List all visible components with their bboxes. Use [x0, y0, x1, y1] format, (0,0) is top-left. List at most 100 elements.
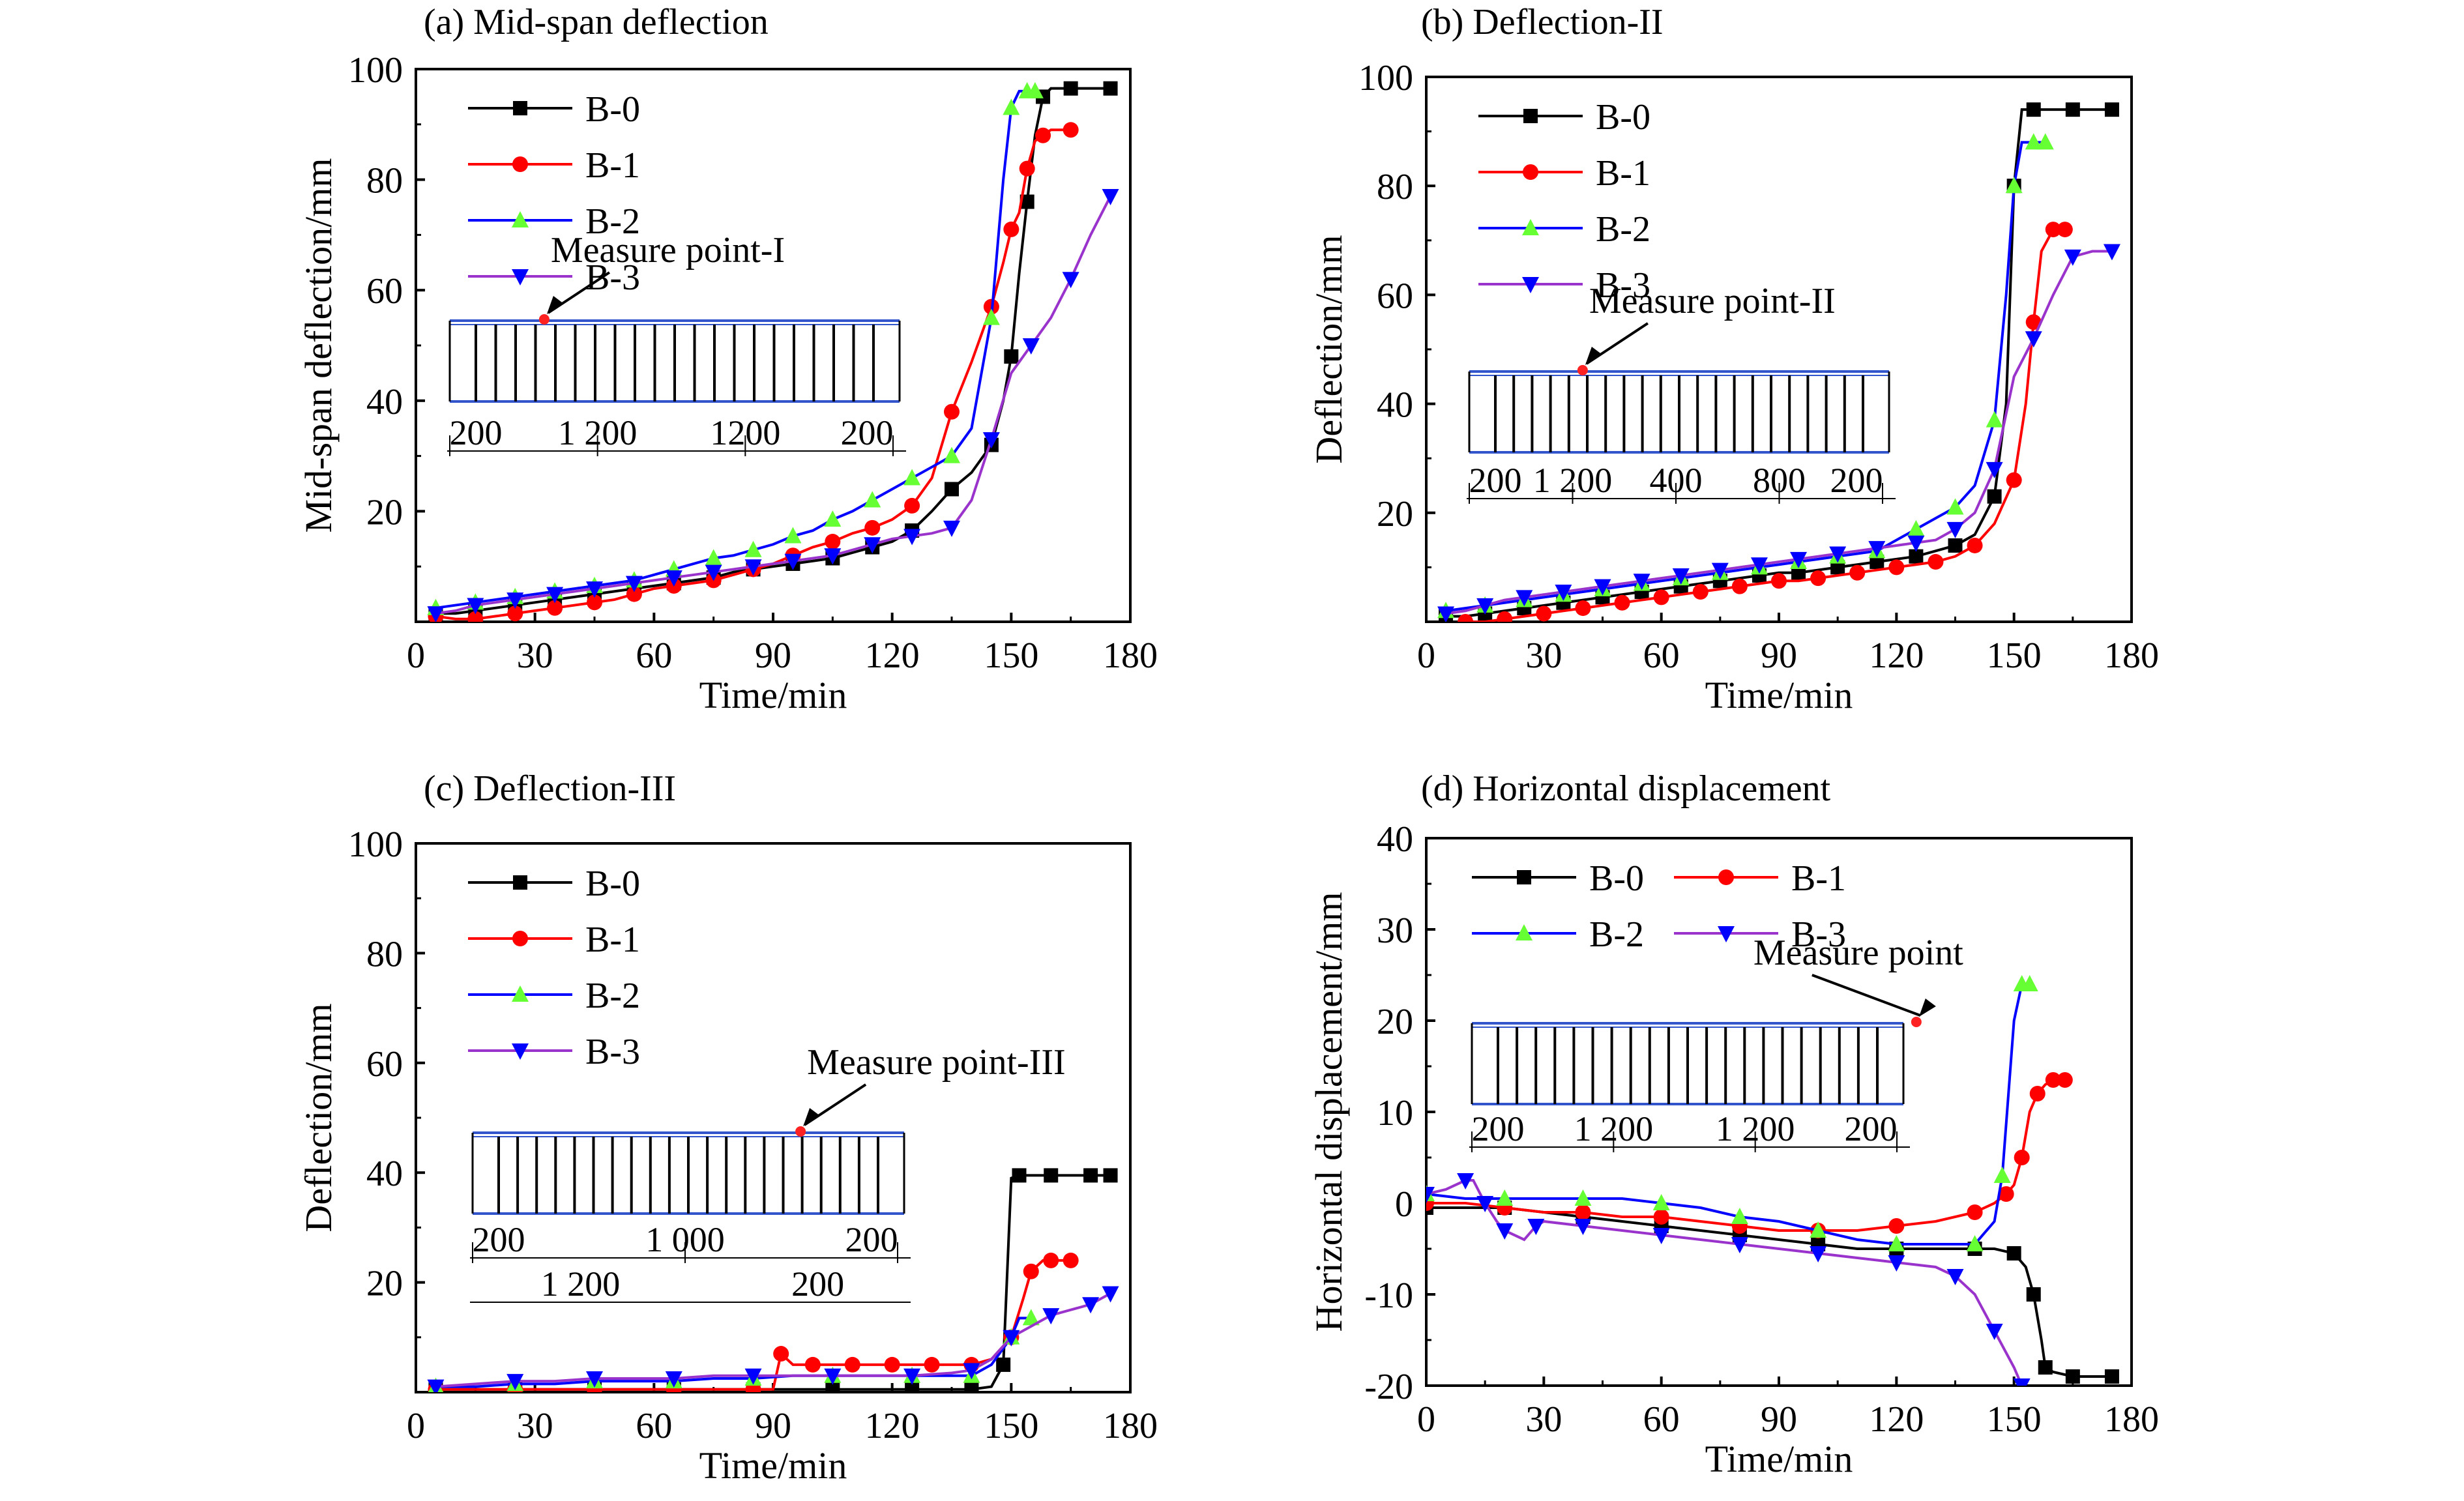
data-point [1810, 1246, 1827, 1262]
data-point [1536, 605, 1552, 622]
y-tick-label: -10 [1364, 1275, 1413, 1316]
data-point [2038, 1360, 2053, 1375]
legend-entry: B-2 [585, 976, 640, 1016]
data-point [1771, 573, 1787, 589]
dimension-label: 1 200 [1716, 1109, 1795, 1148]
y-axis-label: Deflection/mm [297, 1003, 340, 1232]
dimension-label: 400 [1650, 461, 1703, 500]
x-tick-label: 0 [407, 1406, 425, 1446]
x-axis-label: Time/min [1705, 674, 1853, 716]
data-point [844, 1356, 860, 1373]
y-tick-label: 20 [1377, 1002, 1413, 1042]
data-point [924, 1356, 940, 1373]
series-line [1445, 250, 2112, 615]
x-tick-label: 30 [517, 1406, 553, 1446]
plot-frame [415, 842, 1132, 1393]
data-point [625, 576, 643, 592]
data-point [1849, 564, 1866, 581]
data-point [1457, 1173, 1474, 1189]
y-tick-label: 10 [1377, 1093, 1413, 1133]
data-point [1946, 1269, 1964, 1285]
dimension-label: 1 000 [645, 1220, 725, 1259]
data-point [1652, 1228, 1670, 1244]
data-point [1986, 461, 2003, 478]
dimension-label: 200 [1469, 461, 1522, 500]
y-tick-label: 30 [1377, 911, 1413, 951]
data-point [1019, 160, 1035, 177]
data-point [996, 1357, 1011, 1372]
data-point [2065, 102, 2080, 117]
callout-arrowhead [803, 1108, 821, 1126]
x-tick-label: 90 [755, 635, 791, 676]
series-line [435, 1292, 1111, 1388]
series-B-3 [427, 189, 1119, 622]
data-point [2026, 1287, 2041, 1302]
data-point [2057, 1072, 2073, 1088]
dimension-label: 200 [450, 413, 503, 452]
series-B-3 [427, 1286, 1119, 1392]
data-point [1928, 554, 1944, 570]
data-point [1986, 1324, 2003, 1340]
y-tick-label: 0 [1395, 1184, 1413, 1225]
data-point [824, 1368, 842, 1385]
data-point [2025, 314, 2042, 330]
legend-marker [513, 875, 527, 890]
legend-entry: B-3 [1596, 265, 1650, 306]
y-tick-label: 80 [366, 161, 403, 201]
data-point [1907, 535, 1925, 552]
chart-panel-2: (b) Deflection-II 0 30 60 90 120 150 180 20 40 60 8… [1308, 2, 2159, 716]
legend-entry: B-1 [1596, 153, 1650, 194]
data-point [1987, 489, 2002, 504]
data-point [1042, 1308, 1060, 1325]
data-point [944, 403, 960, 420]
data-point [1103, 1168, 1118, 1183]
data-point [1062, 272, 1079, 289]
measure-point-marker [1577, 365, 1588, 375]
y-tick-label: 100 [348, 50, 403, 91]
beam-inset: Measure point-I 200 1 200 1200 200 [447, 230, 906, 456]
data-point [626, 586, 642, 602]
legend: B-0 B-1 B-2 B-3 [468, 89, 640, 298]
series-B-3 [1437, 244, 2120, 622]
x-tick-label: 120 [1869, 1399, 1924, 1440]
data-point [1998, 1186, 2014, 1202]
dimension-label: 1 200 [1574, 1109, 1654, 1148]
data-point [1044, 1168, 1059, 1183]
data-point [1003, 221, 1019, 237]
data-point [1497, 611, 1513, 622]
y-tick-label: 80 [366, 934, 403, 974]
data-point [884, 1356, 900, 1373]
series-B-0 [1439, 102, 2119, 622]
data-point [1012, 1168, 1027, 1183]
x-tick-label: 30 [1525, 1399, 1562, 1440]
data-point [1986, 411, 2003, 428]
x-tick-label: 150 [1987, 635, 2042, 676]
data-point [546, 587, 564, 604]
data-point [2057, 222, 2073, 238]
series-B-2 [1426, 975, 2038, 1251]
x-tick-label: 0 [407, 635, 425, 676]
data-point [1967, 1204, 1983, 1220]
data-point [904, 497, 920, 514]
legend: B-0 B-1 B-2 B-3 [1478, 97, 1650, 306]
legend-entry: B-0 [585, 864, 640, 904]
data-point [1496, 1189, 1514, 1206]
data-point [1004, 349, 1019, 364]
legend-entry: B-2 [585, 201, 640, 242]
legend-marker [1522, 219, 1539, 235]
series-line [1465, 228, 2065, 622]
data-point [825, 534, 841, 550]
y-axis-label: Horizontal displacement/mm [1308, 892, 1350, 1332]
legend-entry: B-1 [585, 145, 640, 186]
chart-panel-1: (a) Mid-span deflection 0 30 60 90 120 150 180 2… [297, 2, 1158, 716]
data-point [903, 529, 921, 546]
x-axis-label: Time/min [699, 1444, 847, 1487]
dimension-label: 200 [1472, 1109, 1525, 1148]
data-point [1063, 81, 1078, 96]
data-point [427, 606, 445, 622]
beam-inset: Measure point 200 1 200 1 200 200 [1469, 933, 1963, 1152]
y-tick-label: 60 [366, 271, 403, 312]
data-point [2014, 1150, 2030, 1165]
x-tick-label: 120 [1869, 635, 1924, 676]
callout-arrowhead [1918, 998, 1936, 1017]
